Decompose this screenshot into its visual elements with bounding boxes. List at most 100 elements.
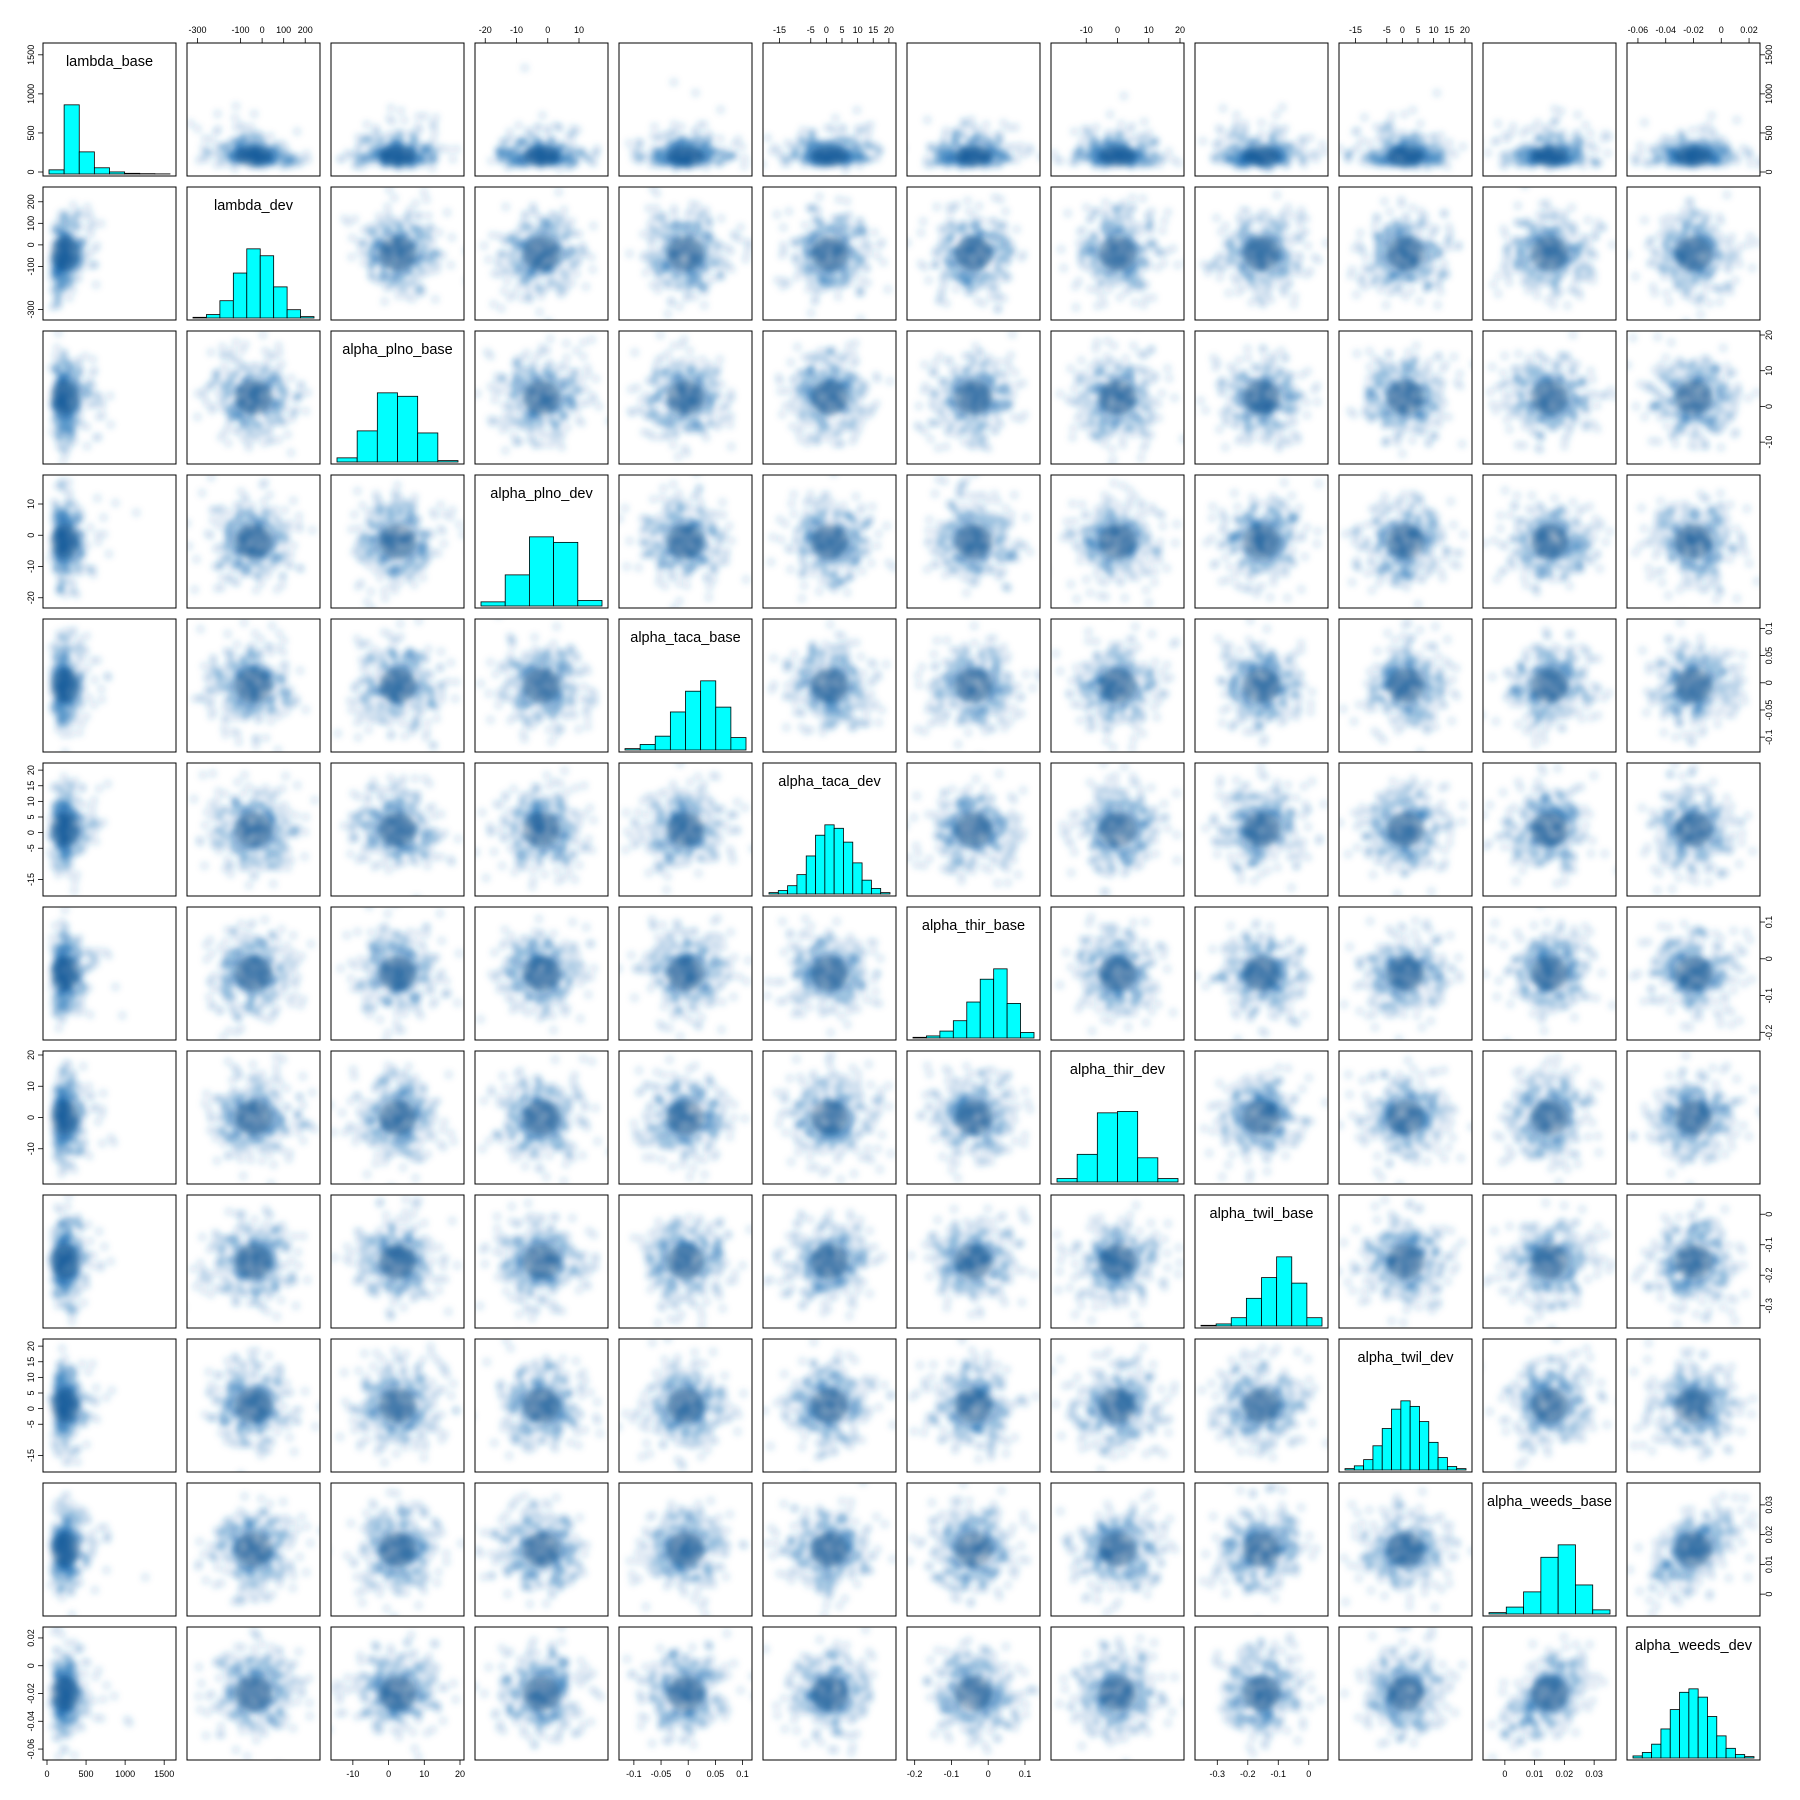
panel-alpha_weeds_base-lambda_dev bbox=[186, 1482, 321, 1617]
panel-border bbox=[1338, 1626, 1473, 1761]
panel-border bbox=[1050, 1626, 1185, 1761]
scatter-alpha_weeds_base-vs-alpha_plno_dev bbox=[475, 1492, 591, 1608]
panel-border bbox=[762, 1194, 897, 1329]
panel-alpha_twil_dev-lambda_dev bbox=[186, 1338, 321, 1473]
hist-bar bbox=[109, 171, 126, 175]
panel-border bbox=[1482, 1626, 1617, 1761]
panel-lambda_base-lambda_dev bbox=[186, 42, 321, 177]
panel-alpha_taca_dev-lambda_base bbox=[42, 762, 177, 897]
tick-label: 0 bbox=[26, 242, 36, 247]
tick-label: 0 bbox=[260, 25, 265, 35]
panel-alpha_weeds_base-alpha_plno_dev bbox=[474, 1482, 609, 1617]
tick-label: 500 bbox=[79, 1769, 94, 1779]
hist-bar bbox=[1117, 1111, 1139, 1183]
panel-border bbox=[1338, 474, 1473, 609]
hist-bar bbox=[1020, 1032, 1035, 1039]
scatter-alpha_thir_base-vs-alpha_plno_dev bbox=[477, 915, 598, 1034]
scatter-alpha_plno_base-vs-alpha_taca_dev bbox=[775, 339, 894, 448]
tick-label: 10 bbox=[1144, 25, 1154, 35]
tick-label: 0.01 bbox=[1764, 1556, 1774, 1574]
scatter-lambda_base-vs-alpha_thir_base bbox=[922, 116, 1040, 171]
hist-bar bbox=[824, 824, 835, 895]
panel-alpha_thir_dev-alpha_plno_dev bbox=[474, 1050, 609, 1185]
hist-bar bbox=[1488, 1612, 1507, 1615]
scatter-lambda_dev-vs-alpha_weeds_base bbox=[1490, 187, 1616, 310]
scatter-alpha_taca_dev-vs-alpha_plno_dev bbox=[475, 767, 598, 891]
panel-border bbox=[906, 762, 1041, 897]
scatter-alpha_plno_base-vs-alpha_thir_base bbox=[913, 331, 1029, 452]
panel-border bbox=[1338, 1482, 1473, 1617]
panel-alpha_plno_dev-alpha_thir_dev bbox=[1050, 474, 1185, 609]
hist-bar bbox=[1261, 1277, 1278, 1327]
panel-alpha_taca_base-alpha_twil_base bbox=[1194, 618, 1329, 753]
panel-alpha_taca_base-alpha_taca_base: alpha_taca_base bbox=[618, 618, 753, 753]
histogram-alpha_thir_dev bbox=[1056, 1111, 1179, 1183]
hist-bar bbox=[700, 680, 717, 751]
panel-alpha_plno_dev-alpha_twil_dev bbox=[1338, 474, 1473, 609]
hist-bar bbox=[1632, 1755, 1643, 1759]
panel-alpha_plno_base-alpha_thir_dev bbox=[1050, 330, 1185, 465]
panel-alpha_taca_dev-alpha_plno_dev bbox=[474, 762, 609, 897]
scatter-alpha_taca_dev-vs-lambda_base bbox=[46, 773, 112, 895]
tick-label: -20 bbox=[479, 25, 492, 35]
panel-alpha_taca_dev-alpha_weeds_base bbox=[1482, 762, 1617, 897]
hist-bar bbox=[1353, 1465, 1365, 1471]
scatter-alpha_thir_base-vs-lambda_dev bbox=[202, 916, 315, 1040]
hist-bar bbox=[417, 432, 439, 463]
scatter-alpha_twil_dev-vs-alpha_weeds_base bbox=[1486, 1339, 1611, 1469]
panel-border bbox=[42, 906, 177, 1041]
panel-alpha_taca_dev-alpha_twil_base bbox=[1194, 762, 1329, 897]
scatter-lambda_dev-vs-alpha_thir_dev bbox=[1057, 194, 1182, 311]
panel-alpha_weeds_dev-alpha_thir_dev bbox=[1050, 1626, 1185, 1761]
tick-label: 15 bbox=[868, 25, 878, 35]
tick-label: -0.04 bbox=[1655, 25, 1676, 35]
scatter-alpha_plno_dev-vs-alpha_twil_base bbox=[1203, 479, 1323, 602]
scatter-alpha_weeds_base-vs-alpha_twil_dev bbox=[1340, 1487, 1472, 1611]
tick-label: 10 bbox=[574, 25, 584, 35]
panel-border bbox=[1194, 474, 1329, 609]
hist-bar bbox=[1419, 1421, 1430, 1471]
hist-bar bbox=[504, 574, 530, 607]
panel-border bbox=[330, 762, 465, 897]
variable-label: alpha_thir_dev bbox=[1070, 1062, 1166, 1078]
scatter-alpha_plno_base-vs-lambda_base bbox=[47, 331, 115, 464]
tick-label: 0.02 bbox=[1556, 1769, 1574, 1779]
panel-alpha_taca_base-alpha_weeds_base bbox=[1482, 618, 1617, 753]
panel-border bbox=[186, 762, 321, 897]
panel-border bbox=[906, 1338, 1041, 1473]
tick-label: 0.05 bbox=[707, 1769, 725, 1779]
panel-border bbox=[186, 1050, 321, 1185]
panel-alpha_thir_dev-alpha_taca_base bbox=[618, 1050, 753, 1185]
tick-label: 0 bbox=[686, 1769, 691, 1779]
panel-alpha_plno_base-alpha_taca_dev bbox=[762, 330, 897, 465]
scatter-alpha_weeds_dev-vs-alpha_thir_base bbox=[922, 1636, 1040, 1755]
panel-border bbox=[762, 330, 897, 465]
panel-border bbox=[1482, 42, 1617, 177]
hist-bar bbox=[1409, 1405, 1420, 1471]
tick-label: -0.2 bbox=[1240, 1769, 1256, 1779]
scatter-alpha_twil_base-vs-lambda_dev bbox=[189, 1205, 311, 1320]
histogram-lambda_dev bbox=[192, 248, 315, 319]
tick-label: -5 bbox=[26, 844, 36, 852]
hist-bar bbox=[480, 601, 506, 607]
panel-alpha_twil_base-lambda_dev bbox=[186, 1194, 321, 1329]
histogram-alpha_twil_dev bbox=[1344, 1400, 1467, 1471]
panel-alpha_weeds_base-alpha_weeds_base: alpha_weeds_base bbox=[1482, 1482, 1617, 1617]
panel-alpha_plno_dev-alpha_plno_dev: alpha_plno_dev bbox=[474, 474, 609, 609]
panel-border bbox=[1194, 762, 1329, 897]
tick-label: 0 bbox=[386, 1769, 391, 1779]
panel-border bbox=[906, 1050, 1041, 1185]
scatter-alpha_taca_base-vs-alpha_twil_dev bbox=[1339, 619, 1461, 752]
panel-border bbox=[1482, 474, 1617, 609]
tick-label: 15 bbox=[1444, 25, 1454, 35]
hist-bar bbox=[1200, 1324, 1217, 1327]
hist-bar bbox=[777, 890, 789, 895]
hist-bar bbox=[787, 885, 798, 895]
tick-label: 0 bbox=[1764, 169, 1774, 174]
hist-bar bbox=[852, 862, 863, 895]
hist-bar bbox=[715, 706, 732, 751]
panel-border bbox=[1482, 1050, 1617, 1185]
panel-border bbox=[1194, 42, 1329, 177]
variable-label: lambda_dev bbox=[214, 198, 294, 214]
panel-border bbox=[1482, 186, 1617, 321]
